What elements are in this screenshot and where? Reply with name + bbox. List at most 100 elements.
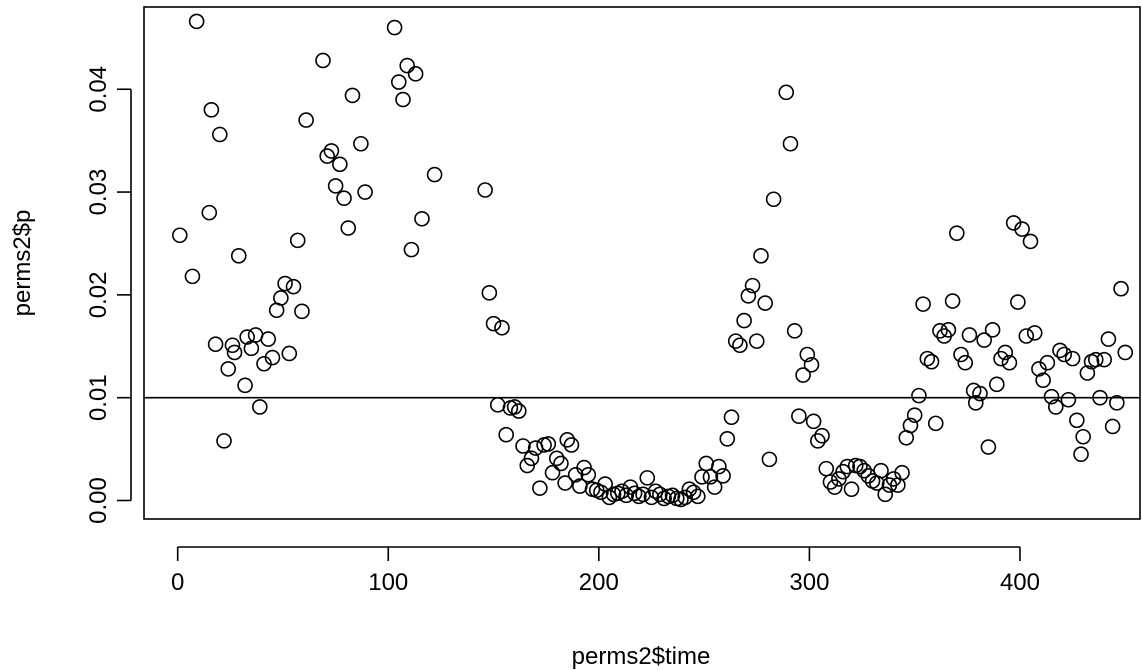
y-axis-title: perms2$p [9, 210, 36, 317]
data-point [1100, 331, 1117, 347]
data-point [694, 469, 710, 485]
data-point [489, 397, 506, 413]
data-point [702, 469, 719, 485]
data-point [264, 349, 281, 366]
data-point [723, 409, 740, 426]
x-axis-title: perms2$time [572, 643, 711, 670]
data-point [757, 295, 773, 311]
data-point [289, 232, 306, 249]
data-point [906, 407, 923, 423]
data-point [171, 227, 188, 244]
data-point [690, 488, 706, 505]
data-point [803, 356, 820, 373]
data-point [856, 462, 872, 479]
data-point [294, 303, 310, 320]
y-tick-label: 0.00 [85, 477, 112, 524]
data-point [1043, 388, 1060, 405]
data-point [923, 353, 940, 370]
data-point [614, 483, 630, 500]
data-point [226, 344, 243, 361]
data-point [340, 220, 357, 236]
data-point [1064, 350, 1081, 367]
data-point [719, 431, 736, 447]
data-point [327, 178, 344, 194]
data-point [949, 225, 965, 241]
data-point [984, 322, 1001, 338]
data-point [626, 485, 643, 502]
data-point [1014, 221, 1030, 237]
data-point [835, 463, 851, 480]
x-tick-label: 400 [1000, 569, 1040, 596]
data-point [940, 322, 957, 338]
data-point [319, 148, 335, 164]
data-point [711, 458, 727, 475]
points-layer [171, 13, 1134, 508]
data-point [932, 323, 948, 339]
data-point [778, 84, 795, 101]
data-point [239, 329, 255, 345]
data-point [652, 486, 668, 503]
data-point [203, 102, 220, 118]
data-point [698, 455, 715, 472]
data-point [618, 487, 635, 504]
data-point [184, 268, 201, 285]
data-point [1047, 399, 1064, 415]
data-point [207, 336, 224, 353]
data-point [224, 337, 241, 354]
data-point [685, 484, 702, 501]
data-point [498, 426, 514, 443]
data-point [1113, 280, 1129, 297]
data-point [344, 87, 361, 104]
data-point [1096, 351, 1113, 368]
data-point [252, 399, 268, 415]
data-point [407, 66, 424, 82]
data-point [273, 290, 289, 306]
data-point [532, 480, 548, 496]
data-point [961, 327, 978, 343]
data-point [593, 484, 609, 501]
data-point [212, 126, 228, 143]
x-tick-label: 200 [579, 569, 619, 596]
data-point [426, 166, 443, 183]
data-point [230, 248, 247, 264]
y-axis: 0.00 0.01 0.02 0.03 0.04 [85, 66, 132, 524]
data-point [736, 312, 752, 329]
data-point [681, 481, 698, 497]
data-point [390, 74, 407, 90]
data-point [972, 385, 988, 402]
data-point [902, 417, 919, 434]
data-point [786, 323, 803, 339]
data-point [765, 191, 782, 208]
data-point [285, 278, 302, 295]
data-point [677, 489, 693, 506]
data-point [967, 395, 984, 411]
y-tick-label: 0.03 [85, 169, 112, 216]
data-point [553, 455, 569, 472]
data-point [1104, 418, 1121, 435]
data-point [485, 315, 502, 332]
data-point [810, 433, 826, 449]
data-point [799, 346, 816, 363]
data-point [953, 346, 969, 363]
data-point [635, 486, 651, 503]
data-point [188, 13, 205, 30]
data-point [761, 451, 778, 468]
data-point [216, 433, 232, 449]
data-point [557, 475, 573, 491]
data-point [839, 458, 856, 475]
data-point [395, 91, 411, 108]
data-point [332, 156, 348, 173]
data-point [506, 399, 523, 415]
data-point [791, 408, 807, 424]
y-tick-label: 0.04 [85, 66, 112, 113]
data-point [805, 413, 822, 430]
data-point [277, 275, 293, 292]
data-point [1060, 391, 1077, 408]
data-point [548, 450, 565, 467]
data-point [748, 333, 765, 349]
data-point [386, 19, 403, 36]
data-point [1092, 389, 1108, 406]
data-point [927, 415, 944, 432]
data-point [1073, 446, 1089, 463]
